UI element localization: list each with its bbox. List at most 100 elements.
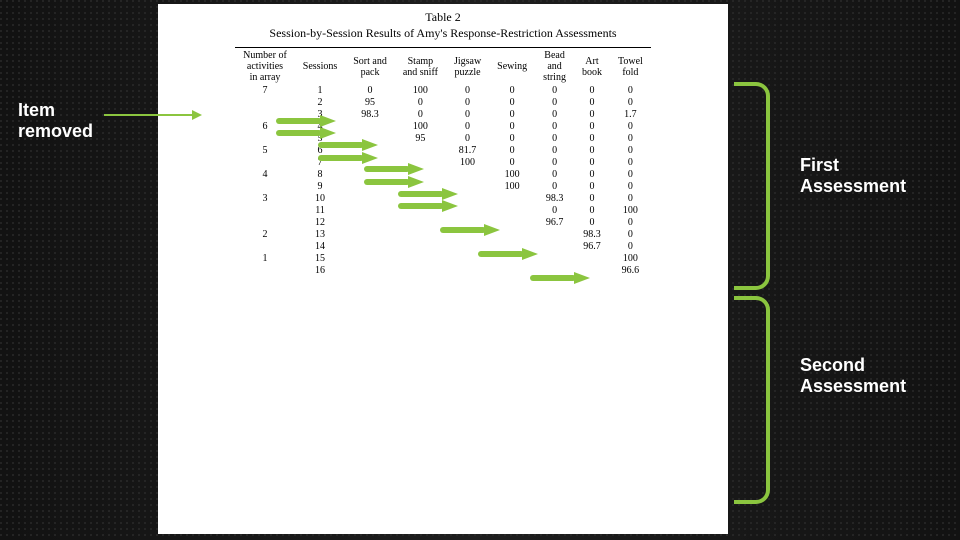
flow-arrow [440, 225, 500, 235]
table-cell: 12 [295, 217, 345, 229]
table-cell: 9 [295, 181, 345, 193]
table-cell: 0 [489, 85, 535, 97]
table-cell: 0 [489, 121, 535, 133]
table-cell: 0 [574, 181, 610, 193]
table-cell: 0 [610, 85, 651, 97]
flow-arrow [276, 128, 336, 138]
table-cell [535, 253, 574, 265]
table-cell [345, 121, 395, 133]
table-cell: 0 [446, 97, 489, 109]
table-cell: 0 [610, 169, 651, 181]
table-cell [235, 265, 295, 277]
table-cell: 100 [395, 121, 446, 133]
label-first-assessment: FirstAssessment [800, 155, 906, 196]
col-header: Artbook [574, 48, 610, 86]
table-cell: 100 [395, 85, 446, 97]
table-cell: 0 [535, 157, 574, 169]
table-cell: 0 [395, 97, 446, 109]
table-cell [235, 97, 295, 109]
table-cell: 81.7 [446, 145, 489, 157]
table-cell: 0 [446, 85, 489, 97]
table-cell [535, 229, 574, 241]
table-cell: 0 [489, 133, 535, 145]
table-cell: 0 [610, 241, 651, 253]
col-header: Sewing [489, 48, 535, 86]
table-cell [345, 229, 395, 241]
table-row: 5681.70000 [235, 145, 651, 157]
table-cell: 98.3 [535, 193, 574, 205]
table-cell: 0 [610, 121, 651, 133]
table-cell [489, 205, 535, 217]
col-header: Sessions [295, 48, 345, 86]
table-cell [574, 253, 610, 265]
table-cell [235, 181, 295, 193]
table-cell [235, 157, 295, 169]
results-table: Number ofactivitiesin arraySessionsSort … [235, 47, 651, 277]
table-cell [345, 241, 395, 253]
table-cell: 4 [235, 169, 295, 181]
flow-arrow [318, 153, 378, 163]
table-cell: 0 [489, 109, 535, 121]
flow-arrow [364, 164, 424, 174]
table-row: 115100 [235, 253, 651, 265]
table-cell: 0 [395, 109, 446, 121]
table-cell [446, 169, 489, 181]
table-cell: 0 [610, 157, 651, 169]
table-cell: 0 [574, 97, 610, 109]
table-cell [395, 217, 446, 229]
table-cell: 0 [535, 109, 574, 121]
flow-arrow [398, 189, 458, 199]
table-cell: 15 [295, 253, 345, 265]
table-head: Number ofactivitiesin arraySessionsSort … [235, 48, 651, 86]
table-cell: 100 [610, 205, 651, 217]
brace-first [734, 82, 770, 290]
table-cell: 14 [295, 241, 345, 253]
table-cell: 16 [295, 265, 345, 277]
table-cell: 0 [574, 157, 610, 169]
table-cell [345, 217, 395, 229]
table-number: Table 2 [158, 10, 728, 25]
label-item-removed: Itemremoved [18, 100, 93, 141]
table-cell: 0 [489, 97, 535, 109]
table-cell [345, 253, 395, 265]
table-row: 71000000 [235, 157, 651, 169]
table-cell: 0 [574, 121, 610, 133]
table-cell [489, 265, 535, 277]
table-cell: 0 [610, 217, 651, 229]
table-cell: 0 [574, 133, 610, 145]
table-row: 295000000 [235, 97, 651, 109]
table-cell: 0 [345, 85, 395, 97]
table-cell: 0 [489, 145, 535, 157]
table-cell: 0 [574, 205, 610, 217]
table-cell: 95 [395, 133, 446, 145]
table-cell [395, 265, 446, 277]
col-header: Towelfold [610, 48, 651, 86]
table-cell: 98.3 [345, 109, 395, 121]
label-second-assessment: SecondAssessment [800, 355, 906, 396]
col-header: Sort andpack [345, 48, 395, 86]
table-cell: 100 [610, 253, 651, 265]
table-cell [446, 265, 489, 277]
table-cell: 0 [535, 181, 574, 193]
paper-panel: Table 2 Session-by-Session Results of Am… [158, 4, 728, 534]
table-cell [395, 229, 446, 241]
table-caption: Session-by-Session Results of Amy's Resp… [158, 26, 728, 41]
table-cell: 11 [295, 205, 345, 217]
table-cell: 0 [610, 97, 651, 109]
flow-arrow [398, 201, 458, 211]
table-cell: 0 [574, 109, 610, 121]
table-cell: 0 [489, 157, 535, 169]
table-cell: 0 [574, 145, 610, 157]
table-cell: 100 [446, 157, 489, 169]
table-cell [395, 241, 446, 253]
flow-arrow [364, 177, 424, 187]
table-cell: 0 [574, 169, 610, 181]
table-cell: 0 [446, 133, 489, 145]
brace-second [734, 296, 770, 504]
table-cell [535, 241, 574, 253]
table-cell: 0 [446, 109, 489, 121]
flow-arrow [530, 273, 590, 283]
table-cell: 100 [489, 169, 535, 181]
flow-arrow [276, 116, 336, 126]
table-cell: 0 [610, 181, 651, 193]
